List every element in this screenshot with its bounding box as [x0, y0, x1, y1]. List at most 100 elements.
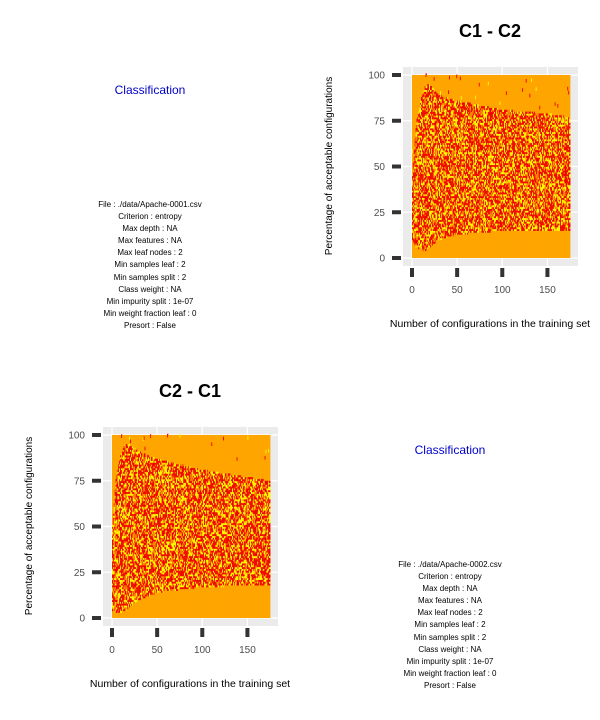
heatmap-cell [462, 219, 464, 222]
heatmap-cell [474, 104, 476, 107]
heatmap-cell [454, 208, 456, 211]
heatmap-cell [457, 142, 459, 145]
heatmap-cell [463, 111, 465, 114]
heatmap-cell [427, 179, 429, 182]
heatmap-cell [469, 124, 472, 127]
heatmap-cell [426, 195, 428, 199]
heatmap-cell [469, 102, 472, 105]
heatmap-cell [432, 150, 435, 153]
heatmap-cell [424, 91, 426, 94]
heatmap-cell [450, 137, 453, 140]
heatmap-cell [438, 215, 440, 219]
heatmap-cell [450, 159, 453, 162]
heatmap-cell [467, 124, 470, 127]
heatmap-cell [426, 239, 428, 242]
heatmap-cell [462, 223, 464, 226]
heatmap-cell [443, 137, 445, 140]
heatmap-cell [442, 206, 444, 209]
heatmap-cell [473, 107, 475, 111]
heatmap-cell [439, 190, 441, 193]
heatmap-cell [458, 140, 460, 144]
heatmap-cell [430, 111, 432, 114]
heatmap-cell [421, 113, 423, 116]
heatmap-cell [439, 98, 442, 102]
heatmap-cell [459, 179, 462, 182]
heatmap-cell [414, 214, 417, 217]
heatmap-cell [417, 239, 419, 242]
heatmap-cell [462, 102, 464, 105]
heatmap-cell [460, 210, 463, 213]
heatmap-cell [456, 193, 458, 197]
heatmap-cell [442, 173, 444, 177]
heatmap-cell [430, 164, 432, 167]
heatmap-cell [467, 153, 469, 156]
heatmap-cell [416, 166, 418, 169]
heatmap-cell [415, 164, 417, 167]
heatmap-cell [462, 199, 464, 202]
heatmap-cell [440, 173, 443, 177]
heatmap-cell [464, 153, 466, 156]
heatmap-cell [421, 107, 423, 111]
heatmap-cell [421, 232, 423, 235]
heatmap-cell [455, 109, 457, 112]
heatmap-cell [472, 217, 474, 220]
heatmap-cell [419, 142, 421, 145]
heatmap-cell [458, 118, 461, 122]
heatmap-cell [458, 173, 460, 177]
heatmap-cell [477, 129, 479, 133]
heatmap-cell [418, 139, 420, 142]
heatmap-cell [441, 164, 444, 167]
heatmap-cell [467, 142, 469, 145]
heatmap-cell [474, 133, 476, 136]
heatmap-cell [429, 245, 431, 248]
heatmap-cell [427, 126, 429, 129]
heatmap-cell [425, 89, 427, 92]
heatmap-cell [426, 128, 428, 131]
heatmap-cell [430, 193, 432, 197]
heatmap-cell [476, 126, 478, 129]
heatmap-cell [449, 133, 451, 136]
heatmap-cell [438, 111, 440, 114]
heatmap-cell [477, 113, 480, 116]
heatmap-cell [417, 128, 419, 131]
heatmap-cell [444, 113, 446, 116]
heatmap-cell [475, 107, 477, 111]
heatmap-cell [443, 118, 445, 122]
heatmap-cell [458, 170, 461, 173]
heatmap-cell [461, 215, 463, 219]
heatmap-cell [434, 93, 436, 96]
heatmap-cell [442, 137, 444, 140]
heatmap-cell [448, 195, 450, 199]
heatmap-cell [466, 151, 468, 155]
heatmap-cell [439, 171, 442, 175]
heatmap-cell [424, 102, 426, 105]
heatmap-cell [419, 161, 421, 164]
heatmap-cell [416, 208, 418, 211]
info-title: Classification [300, 443, 600, 457]
heatmap-cell [429, 188, 431, 191]
heatmap-cell [434, 217, 436, 220]
heatmap-cell [454, 199, 456, 202]
heatmap-cell [438, 115, 440, 118]
heatmap-cell [465, 171, 467, 175]
heatmap-cell [470, 162, 472, 166]
heatmap-cell [441, 118, 444, 122]
heatmap-cell [450, 129, 453, 133]
heatmap-cell [440, 122, 443, 125]
heatmap-cell [477, 195, 480, 199]
heatmap-cell [455, 115, 457, 118]
heatmap-cell [418, 199, 420, 202]
heatmap-cell [427, 131, 429, 134]
heatmap-cell [476, 201, 478, 204]
heatmap-cell [445, 142, 447, 145]
heatmap-cell [430, 239, 432, 242]
heatmap-cell [477, 106, 480, 109]
heatmap-cell [432, 87, 435, 91]
heatmap-cell [435, 164, 437, 167]
heatmap-cell [438, 237, 440, 241]
heatmap-cell [448, 107, 450, 111]
heatmap-cell [443, 164, 445, 167]
heatmap-cell [472, 228, 474, 231]
heatmap-cell [429, 210, 431, 213]
